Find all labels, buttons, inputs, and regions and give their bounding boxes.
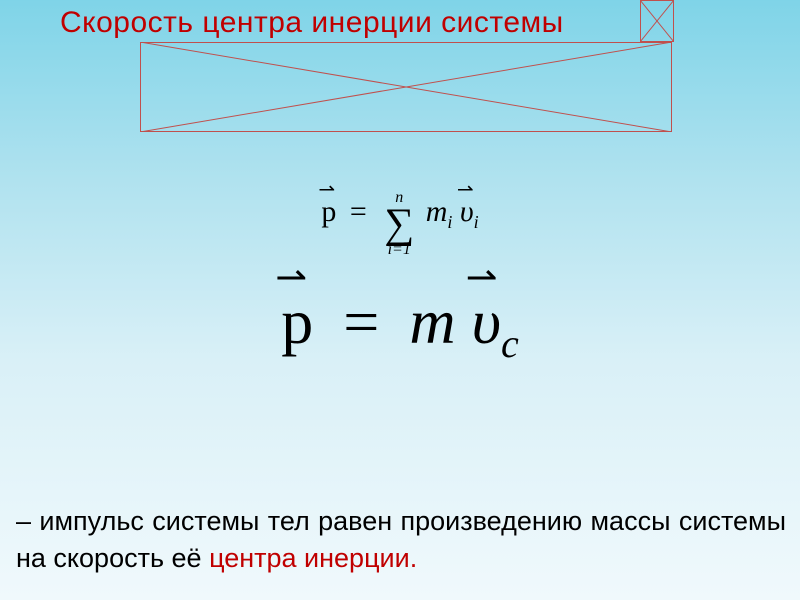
caption-body-red: центра инерции. bbox=[209, 543, 417, 573]
caption-text: – импульс системы тел равен произведению… bbox=[16, 503, 786, 576]
vector-arrow-v-large: ⇀ bbox=[466, 255, 498, 300]
formula-large-op: = bbox=[329, 286, 393, 357]
vector-arrow-p-small: ⇀ bbox=[318, 177, 335, 202]
formula-area: ⇀ p = n ∑ i=1 mi ⇀ υ i ⇀ p = m ⇀ υ c bbox=[0, 195, 800, 367]
sum-block: n ∑ i=1 bbox=[380, 203, 418, 245]
vector-arrow-v-small: ⇀ bbox=[457, 177, 474, 202]
formula-small-op: = bbox=[344, 195, 373, 228]
formula-large-v-sub: c bbox=[501, 321, 519, 366]
slide-title: Скорость центра инерции системы bbox=[60, 6, 564, 40]
formula-large: ⇀ p = m ⇀ υ c bbox=[281, 285, 518, 367]
vector-arrow-p-large: ⇀ bbox=[275, 255, 307, 300]
sum-upper: n bbox=[395, 189, 403, 207]
formula-small-m-sub: i bbox=[447, 212, 452, 232]
formula-small: ⇀ p = n ∑ i=1 mi ⇀ υ i bbox=[321, 195, 478, 245]
caption-dash: – bbox=[16, 506, 31, 536]
formula-small-v-sub: i bbox=[474, 212, 479, 232]
placeholder-box-small bbox=[640, 0, 674, 42]
placeholder-box-large bbox=[140, 42, 672, 132]
sum-lower: i=1 bbox=[388, 241, 411, 259]
formula-large-m: m bbox=[409, 286, 455, 357]
formula-small-m: m bbox=[426, 195, 448, 228]
